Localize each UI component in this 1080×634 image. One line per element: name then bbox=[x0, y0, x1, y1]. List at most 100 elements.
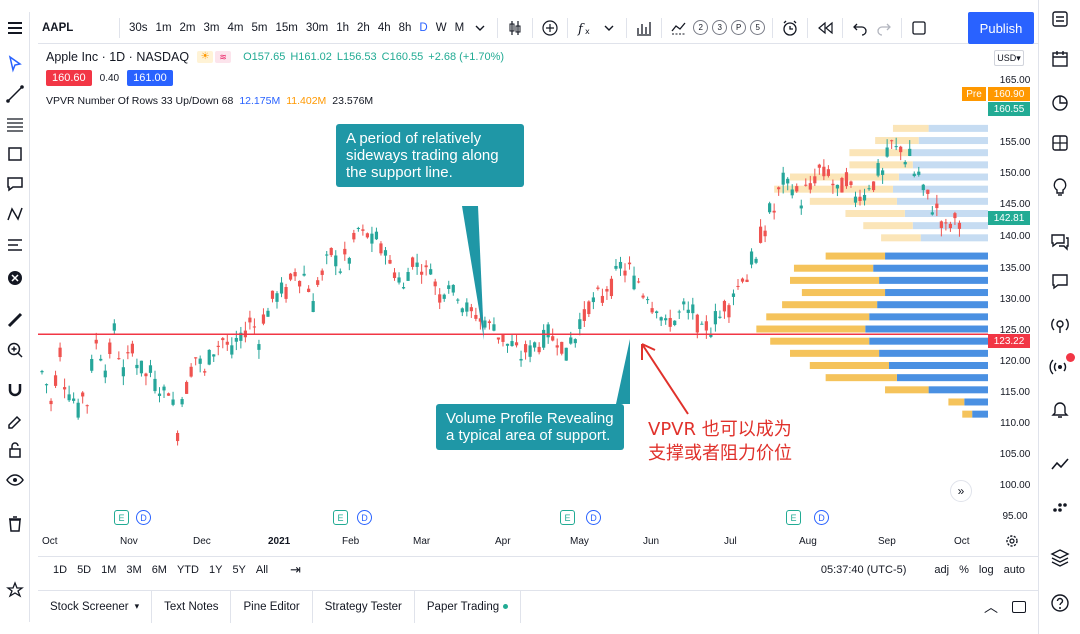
range-ytd[interactable]: YTD bbox=[176, 563, 199, 576]
badge-p[interactable]: P bbox=[731, 20, 747, 35]
prediction-icon[interactable] bbox=[3, 232, 27, 256]
sideways-callout[interactable]: A period of relatively sideways trading … bbox=[336, 124, 524, 187]
maximize-panel-icon[interactable] bbox=[1012, 600, 1026, 613]
earnings-event-badge[interactable]: E bbox=[786, 510, 801, 525]
messages-icon[interactable] bbox=[1047, 268, 1073, 294]
symbol-title[interactable]: Apple Inc · 1D · NASDAQ bbox=[46, 50, 190, 64]
range-1y[interactable]: 1Y bbox=[208, 563, 223, 576]
callout-icon[interactable] bbox=[3, 172, 27, 196]
tab-pine-editor[interactable]: Pine Editor bbox=[231, 590, 313, 623]
tab-strategy-tester[interactable]: Strategy Tester bbox=[313, 590, 415, 623]
ruler-icon[interactable] bbox=[3, 308, 27, 332]
tab-paper-trading[interactable]: Paper Trading bbox=[415, 590, 522, 623]
range-1m[interactable]: 1M bbox=[101, 563, 117, 576]
trend-wave-icon[interactable] bbox=[1047, 452, 1073, 478]
remove-icon[interactable] bbox=[3, 266, 27, 290]
interval-2m[interactable]: 2m bbox=[179, 21, 196, 34]
details-icon[interactable] bbox=[1047, 90, 1073, 116]
chevron-down-icon[interactable] bbox=[468, 16, 492, 40]
interval-d[interactable]: D bbox=[419, 21, 428, 34]
trash-icon[interactable] bbox=[3, 512, 27, 536]
range-1d[interactable]: 1D bbox=[53, 563, 68, 576]
interval-w[interactable]: W bbox=[435, 21, 447, 34]
percent-toggle[interactable]: % bbox=[959, 563, 969, 576]
calendar-icon[interactable] bbox=[1047, 46, 1073, 72]
trend-line-icon[interactable] bbox=[3, 82, 27, 106]
interval-30m[interactable]: 30m bbox=[305, 21, 329, 34]
interval-m[interactable]: M bbox=[454, 21, 465, 34]
templates-icon[interactable] bbox=[667, 16, 691, 40]
ideas-bulb-icon[interactable] bbox=[1047, 174, 1073, 200]
chevron-up-icon[interactable]: ︿ bbox=[984, 598, 998, 615]
range-3m[interactable]: 3M bbox=[126, 563, 142, 576]
alerts-bell-icon[interactable] bbox=[1047, 396, 1073, 422]
buy-price-button[interactable]: 161.00 bbox=[127, 70, 173, 86]
currency-selector[interactable]: USD ▾ bbox=[994, 50, 1024, 66]
redo-icon[interactable] bbox=[872, 16, 896, 40]
range-all[interactable]: All bbox=[255, 563, 269, 576]
dots-grid-icon[interactable] bbox=[1047, 494, 1073, 520]
fib-retracement-icon[interactable] bbox=[3, 112, 27, 136]
range-5y[interactable]: 5Y bbox=[232, 563, 246, 576]
badge-5[interactable]: 5 bbox=[750, 20, 766, 35]
interval-5m[interactable]: 5m bbox=[251, 21, 268, 34]
adj-toggle[interactable]: adj bbox=[934, 563, 950, 576]
watchlist-icon[interactable] bbox=[1047, 6, 1073, 32]
price-chart[interactable] bbox=[38, 44, 988, 530]
dividend-event-badge[interactable]: D bbox=[136, 510, 151, 525]
chart-settings-gear-icon[interactable] bbox=[1004, 533, 1020, 549]
clock-timezone[interactable]: 05:37:40 (UTC-5) bbox=[820, 563, 907, 576]
alert-clock-icon[interactable] bbox=[778, 16, 802, 40]
interval-30s[interactable]: 30s bbox=[129, 21, 148, 34]
broadcast-icon[interactable] bbox=[1047, 353, 1075, 380]
interval-4h[interactable]: 4h bbox=[377, 21, 391, 34]
interval-4m[interactable]: 4m bbox=[227, 21, 244, 34]
interval-1h[interactable]: 1h bbox=[336, 21, 350, 34]
log-toggle[interactable]: log bbox=[978, 563, 994, 576]
lock-drawing-icon[interactable] bbox=[3, 408, 27, 432]
rectangle-icon[interactable] bbox=[3, 142, 27, 166]
goto-date-icon[interactable]: ⇥ bbox=[290, 561, 302, 577]
pattern-icon[interactable] bbox=[3, 202, 27, 226]
publish-button[interactable]: Publish bbox=[968, 12, 1034, 44]
sell-price-button[interactable]: 160.60 bbox=[46, 70, 92, 86]
badge-3[interactable]: 3 bbox=[712, 20, 728, 35]
tab-stock-screener[interactable]: Stock Screener ▾ bbox=[38, 590, 153, 623]
zoom-in-icon[interactable] bbox=[3, 338, 27, 362]
magnet-icon[interactable] bbox=[3, 378, 27, 402]
layers-icon[interactable] bbox=[1047, 544, 1073, 570]
interval-15m[interactable]: 15m bbox=[275, 21, 298, 34]
financials-icon[interactable] bbox=[632, 16, 656, 40]
badge-2[interactable]: 2 bbox=[693, 20, 709, 35]
vpvr-indicator-label[interactable]: VPVR Number Of Rows 33 Up/Down 68 bbox=[46, 95, 234, 107]
replay-icon[interactable] bbox=[813, 16, 837, 40]
streams-icon[interactable] bbox=[1047, 312, 1073, 338]
tab-text-notes[interactable]: Text Notes bbox=[152, 590, 232, 623]
earnings-event-badge[interactable]: E bbox=[560, 510, 575, 525]
dividend-event-badge[interactable]: D bbox=[814, 510, 829, 525]
vpvr-chinese-annotation[interactable]: VPVR 也可以成为 支撑或者阻力价位 bbox=[648, 418, 792, 466]
grid-calculator-icon[interactable] bbox=[1047, 130, 1073, 156]
compare-plus-icon[interactable] bbox=[538, 16, 562, 40]
volume-profile-callout[interactable]: Volume Profile Revealing a typical area … bbox=[436, 404, 624, 450]
dividend-event-badge[interactable]: D bbox=[357, 510, 372, 525]
chevron-down-icon[interactable] bbox=[597, 16, 621, 40]
interval-2h[interactable]: 2h bbox=[357, 21, 370, 34]
interval-8h[interactable]: 8h bbox=[398, 21, 412, 34]
candles-icon[interactable] bbox=[503, 16, 527, 40]
dividend-event-badge[interactable]: D bbox=[586, 510, 601, 525]
eye-icon[interactable] bbox=[3, 468, 27, 492]
auto-toggle[interactable]: auto bbox=[1003, 563, 1025, 576]
interval-3m[interactable]: 3m bbox=[203, 21, 220, 34]
star-icon[interactable] bbox=[3, 578, 27, 602]
menu-icon[interactable] bbox=[3, 16, 27, 40]
earnings-event-badge[interactable]: E bbox=[114, 510, 129, 525]
scroll-to-realtime-button[interactable]: » bbox=[950, 480, 972, 502]
layout-square-icon[interactable] bbox=[907, 16, 931, 40]
undo-icon[interactable] bbox=[848, 16, 872, 40]
lock-icon[interactable] bbox=[3, 438, 27, 462]
cursor-icon[interactable] bbox=[3, 52, 27, 76]
earnings-event-badge[interactable]: E bbox=[333, 510, 348, 525]
range-5d[interactable]: 5D bbox=[77, 563, 92, 576]
